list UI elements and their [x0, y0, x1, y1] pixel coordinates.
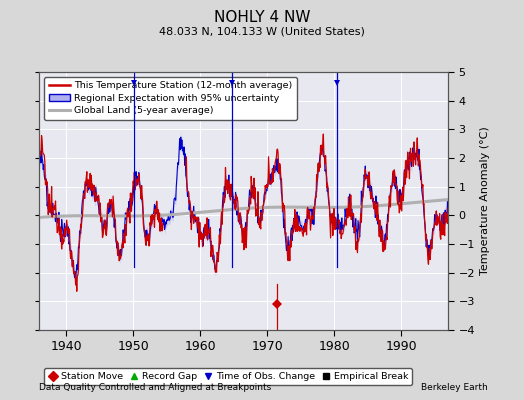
Text: Berkeley Earth: Berkeley Earth — [421, 383, 487, 392]
Text: 48.033 N, 104.133 W (United States): 48.033 N, 104.133 W (United States) — [159, 26, 365, 36]
Y-axis label: Temperature Anomaly (°C): Temperature Anomaly (°C) — [481, 127, 490, 275]
Text: Data Quality Controlled and Aligned at Breakpoints: Data Quality Controlled and Aligned at B… — [39, 383, 271, 392]
Text: NOHLY 4 NW: NOHLY 4 NW — [214, 10, 310, 25]
Legend: Station Move, Record Gap, Time of Obs. Change, Empirical Break: Station Move, Record Gap, Time of Obs. C… — [44, 368, 412, 385]
